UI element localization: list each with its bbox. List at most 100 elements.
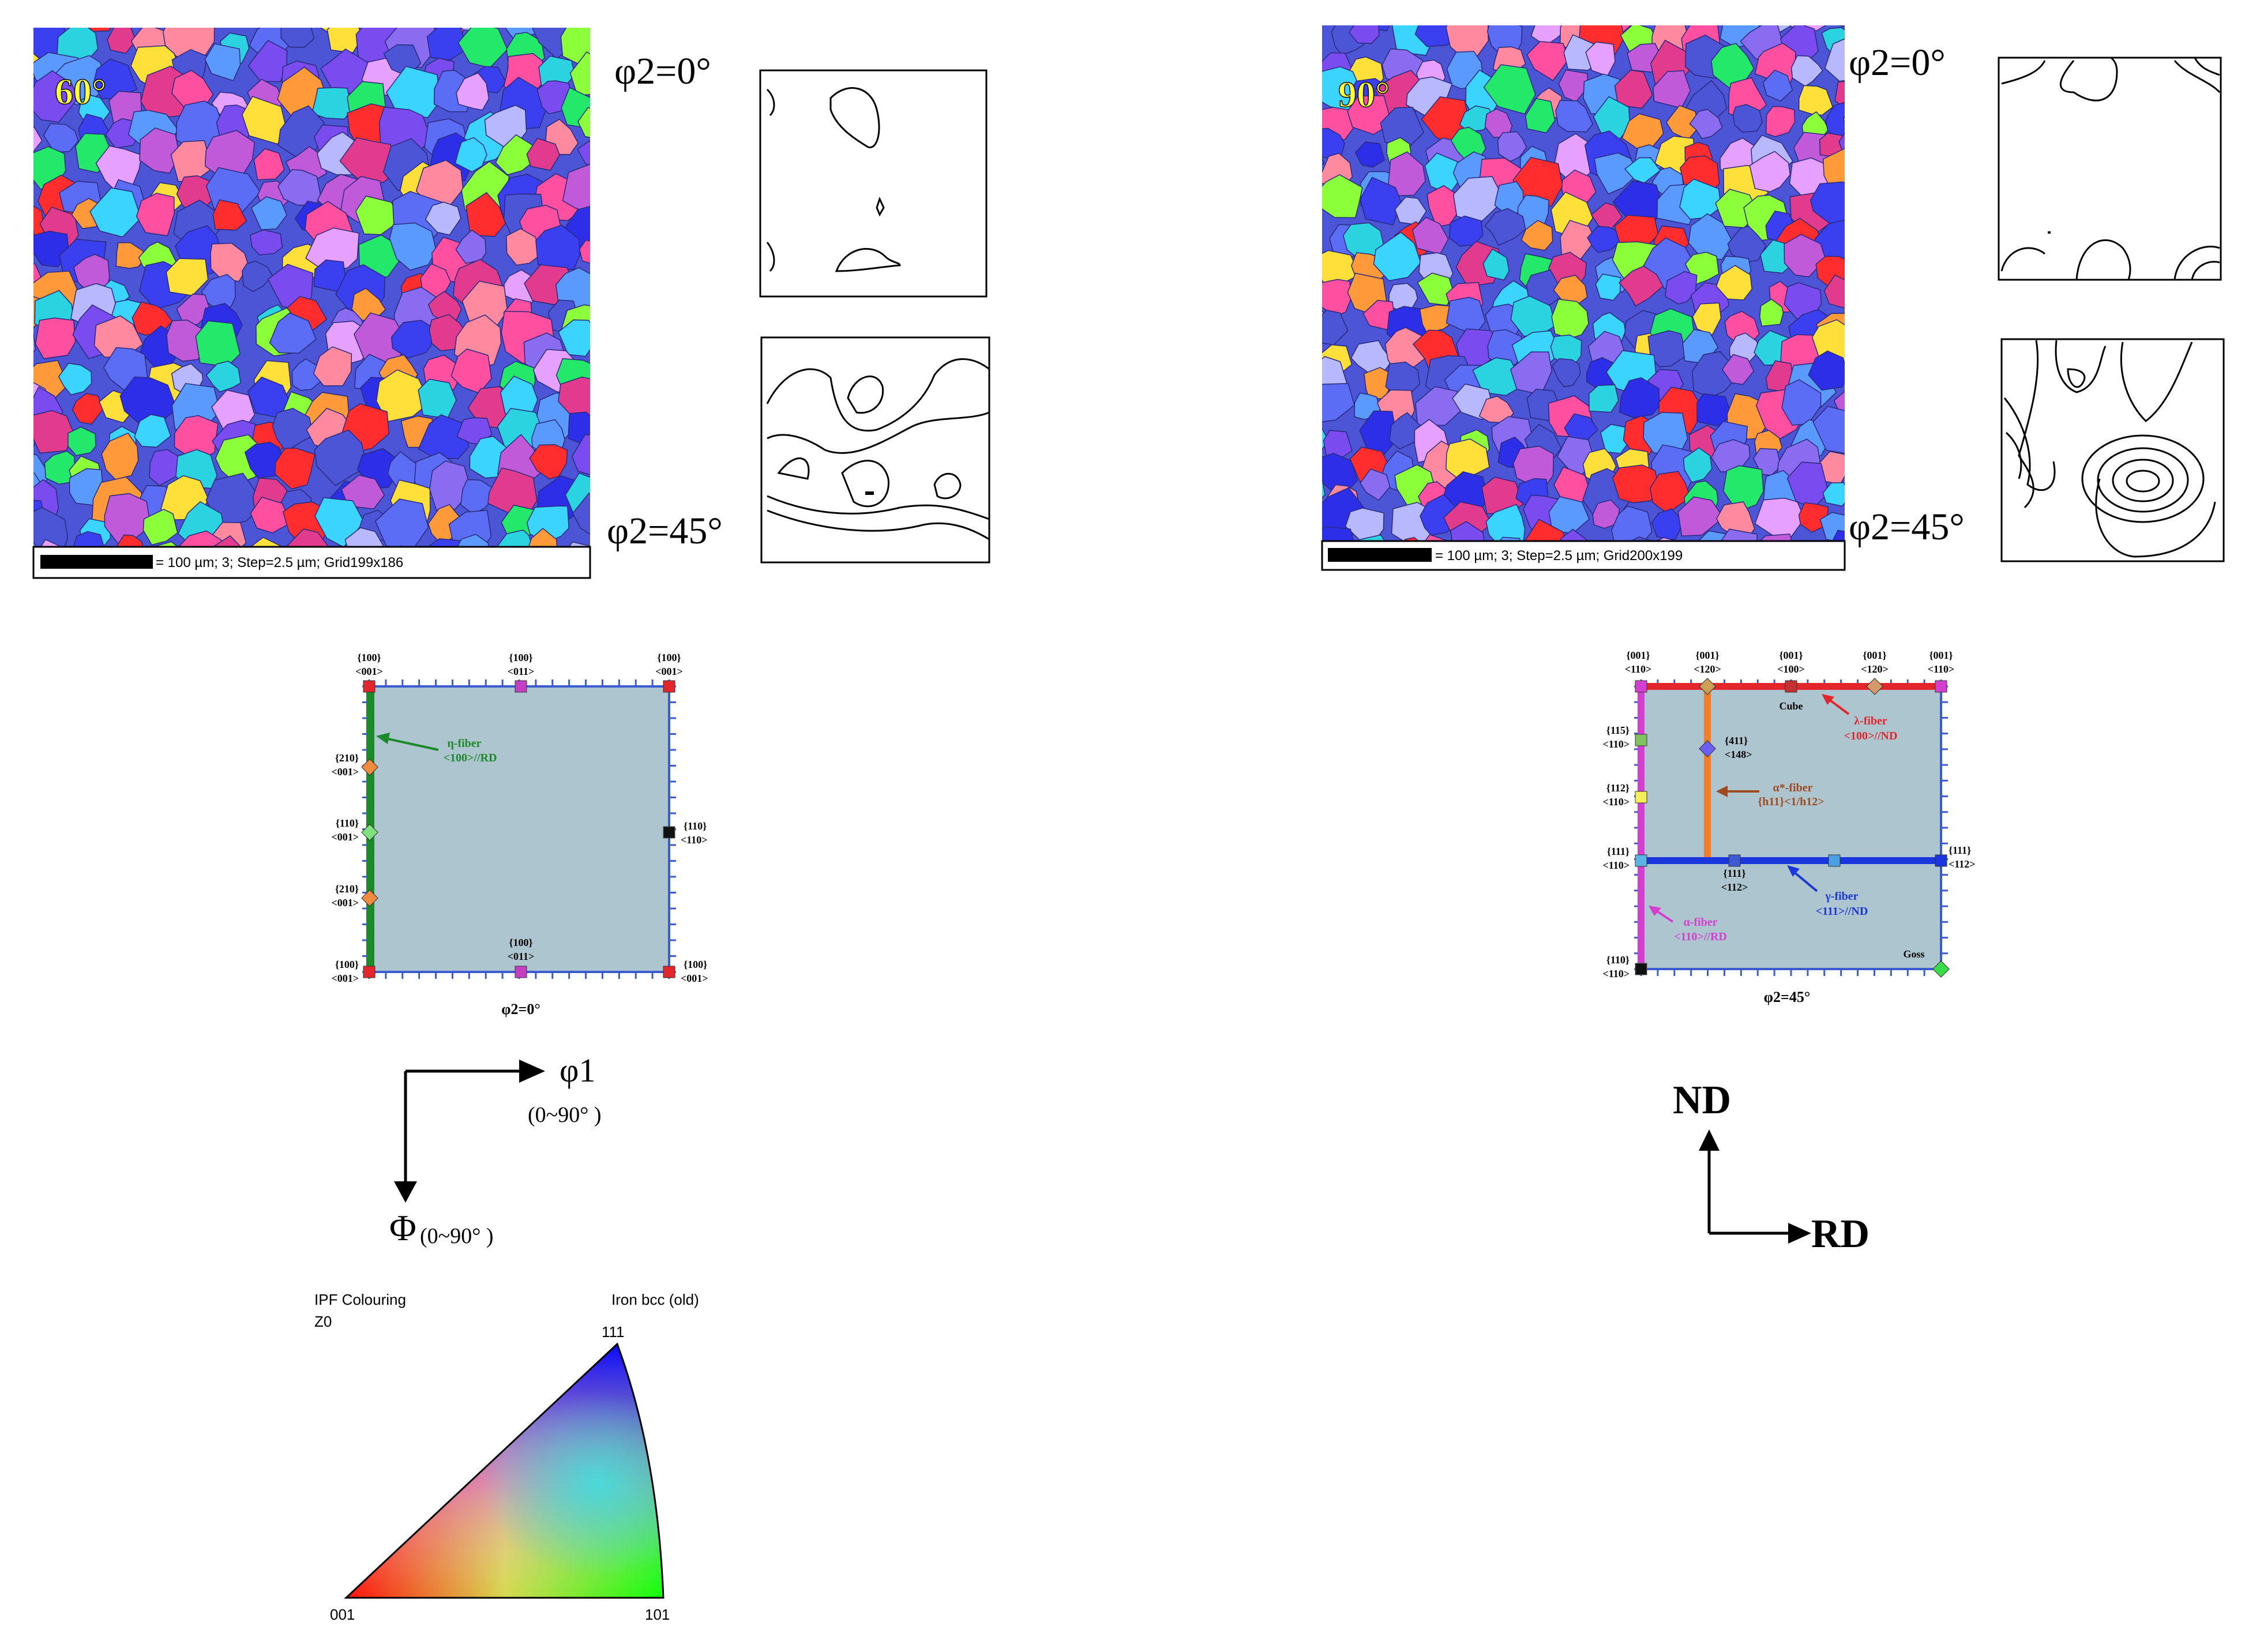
grain: [577, 140, 590, 166]
key45-label-t2: {001}: [1695, 649, 1719, 661]
grain: [456, 72, 490, 111]
grain: [598, 145, 635, 189]
grain: [569, 51, 590, 96]
grain: [1852, 350, 1892, 392]
right-scalebar-text: = 100 µm; 3; Step=2.5 µm; Grid200x199: [1435, 548, 1683, 564]
key45-label-t4-dir: <120>: [1861, 663, 1889, 675]
grain: [1322, 526, 1354, 541]
key0-label-br: {100}: [684, 959, 707, 970]
key45-label-m111-dir: <112>: [1721, 881, 1748, 893]
key0-label-bm-dir: <011>: [508, 951, 535, 962]
grain: [40, 539, 63, 547]
Phi-label: Φ: [389, 1207, 416, 1248]
right-map-label: 90°: [1338, 74, 1390, 115]
grain: [88, 28, 111, 32]
grain: [1860, 191, 1886, 223]
grain: [1322, 279, 1352, 317]
grain: [33, 506, 69, 547]
grain: [166, 320, 208, 362]
grain: [1784, 234, 1826, 277]
key45-label-l1-dir: <110>: [1602, 738, 1630, 750]
key45-label-l3: {111}: [1607, 846, 1630, 857]
grain: [391, 320, 435, 359]
grain: [1322, 112, 1323, 121]
grain: [0, 174, 33, 222]
left-phi2-0-label: φ2=0°: [614, 50, 711, 92]
key0-label-bl-dir: <001>: [331, 973, 359, 984]
grain: [1345, 508, 1384, 541]
left-odf-phi2-0: [759, 69, 988, 298]
grain: [595, 0, 639, 29]
grain: [33, 229, 37, 251]
grain: [1629, 0, 1657, 18]
grain: [1852, 247, 1879, 273]
key45-label-t4: {001}: [1863, 649, 1886, 661]
grain: [204, 43, 241, 81]
grain: [1282, 354, 1320, 393]
grain: [384, 0, 413, 13]
grain: [1322, 457, 1323, 459]
grain: [1825, 102, 1845, 141]
grain: [1322, 174, 1363, 219]
grain: [577, 0, 613, 22]
grain: [33, 433, 36, 447]
grain: [1677, 496, 1724, 536]
key0-label-l2: {110}: [336, 817, 359, 829]
key45-label-cube: Cube: [1779, 700, 1803, 712]
grain: [1555, 0, 1597, 17]
grain: [1715, 265, 1752, 301]
right-odf-phi2-0: [1998, 57, 2222, 281]
grain: [355, 195, 401, 235]
key0-label-bl: {100}: [335, 959, 359, 970]
grain: [1551, 298, 1589, 339]
grain: [1497, 131, 1527, 162]
grain: [242, 260, 273, 292]
grain: [1322, 69, 1323, 73]
grain: [1595, 273, 1621, 301]
grain: [1322, 186, 1323, 189]
grain: [195, 320, 241, 367]
grain: [376, 369, 430, 422]
grain: [599, 296, 647, 344]
left-map-label: 60°: [55, 71, 107, 112]
grain: [370, 28, 379, 29]
grain: [1720, 528, 1758, 541]
ipf-legend: IPF Colouring Z0 Iron bcc (old) 111 001 …: [314, 1291, 699, 1623]
grain: [1521, 220, 1553, 251]
grain: [1856, 279, 1890, 311]
key0-label-r1-dir: <110>: [681, 834, 708, 846]
grain: [613, 261, 658, 303]
key0-label-l3: {210}: [335, 883, 359, 895]
key0-label-tl-dir: <001>: [355, 666, 383, 677]
grain: [1762, 69, 1793, 102]
grain: [1655, 537, 1678, 541]
grain: [592, 180, 642, 224]
grain: [250, 497, 292, 534]
eta-fiber-desc: <100>//RD: [444, 752, 497, 764]
key45-label-l1: {115}: [1606, 724, 1630, 736]
grain: [1866, 158, 1896, 191]
grain: [1619, 377, 1660, 418]
grain: [1328, 0, 1363, 23]
grain: [1415, 386, 1463, 426]
grain: [1837, 25, 1845, 28]
lambda-fiber-name: λ-fiber: [1854, 715, 1887, 727]
grain: [1847, 84, 1881, 118]
grain: [1692, 302, 1722, 336]
grain: [577, 107, 590, 138]
grain: [1286, 343, 1322, 377]
grain: [602, 221, 651, 272]
key45-label-l4: {110}: [1606, 954, 1630, 966]
grain: [1281, 0, 1328, 34]
grain: [212, 199, 247, 231]
grain: [1838, 132, 1845, 160]
euler-axes: φ1 (0~90° ) Φ (0~90° ): [389, 1052, 602, 1248]
grain: [1450, 521, 1485, 541]
grain: [269, 312, 317, 354]
grain: [568, 541, 590, 547]
grain: [1419, 304, 1455, 334]
eta-fiber-name: η-fiber: [447, 737, 481, 750]
grain: [571, 434, 590, 475]
grain: [599, 17, 635, 50]
grain: [1861, 427, 1890, 461]
